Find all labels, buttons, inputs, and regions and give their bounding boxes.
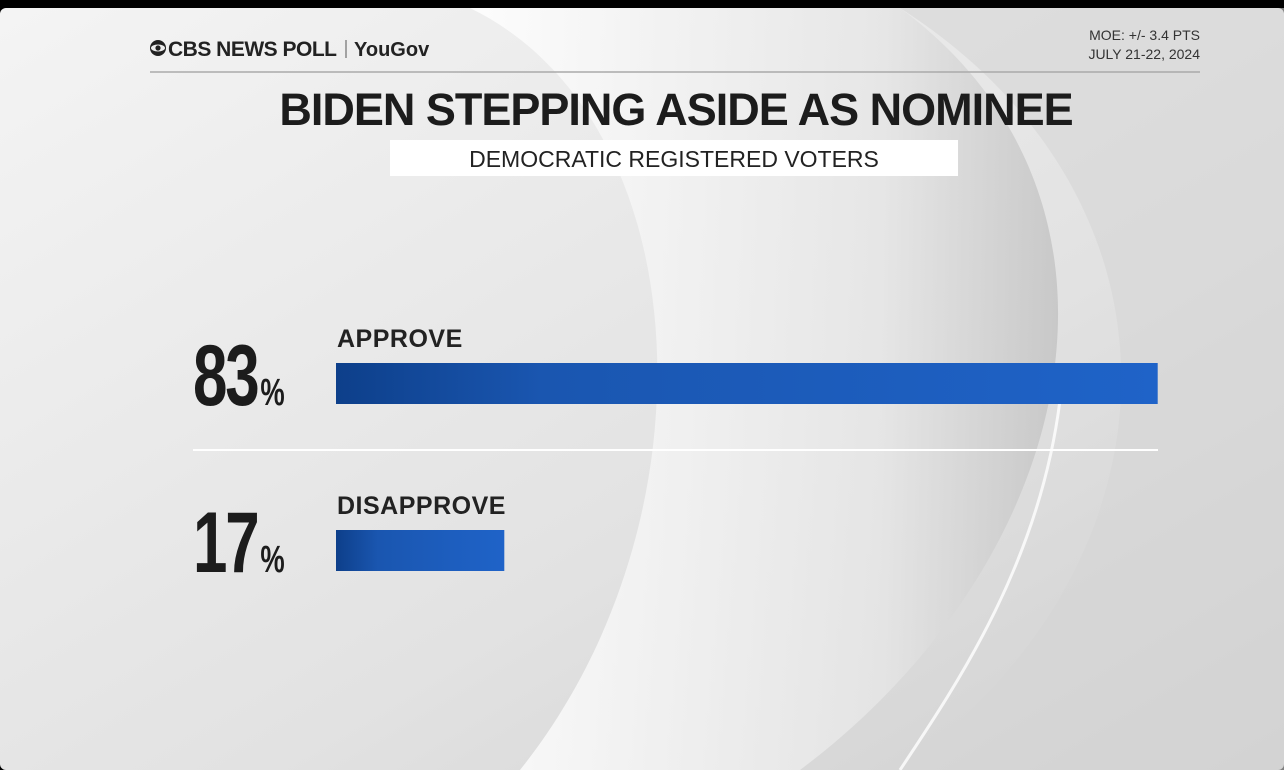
partner: YouGov <box>354 39 430 61</box>
chart-subtitle: DEMOCRATIC REGISTERED VOTERS <box>469 146 879 172</box>
chart-title: BIDEN STEPPING ASIDE AS NOMINEE <box>279 84 1072 135</box>
value-label: 83% <box>193 327 285 423</box>
dates: JULY 21-22, 2024 <box>1088 46 1200 62</box>
swoosh-highlight <box>898 399 1062 770</box>
bar <box>336 363 1158 404</box>
category-label: DISAPPROVE <box>337 492 506 520</box>
category-label: APPROVE <box>337 325 463 353</box>
swoosh-shade <box>900 8 1284 770</box>
cbs-eye <box>150 40 166 56</box>
value-label: 17% <box>193 494 285 590</box>
moe: MOE: +/- 3.4 PTS <box>1089 27 1200 43</box>
subtitle-box <box>390 140 958 176</box>
brand: CBS NEWS POLL <box>168 38 337 61</box>
bar <box>336 530 505 571</box>
